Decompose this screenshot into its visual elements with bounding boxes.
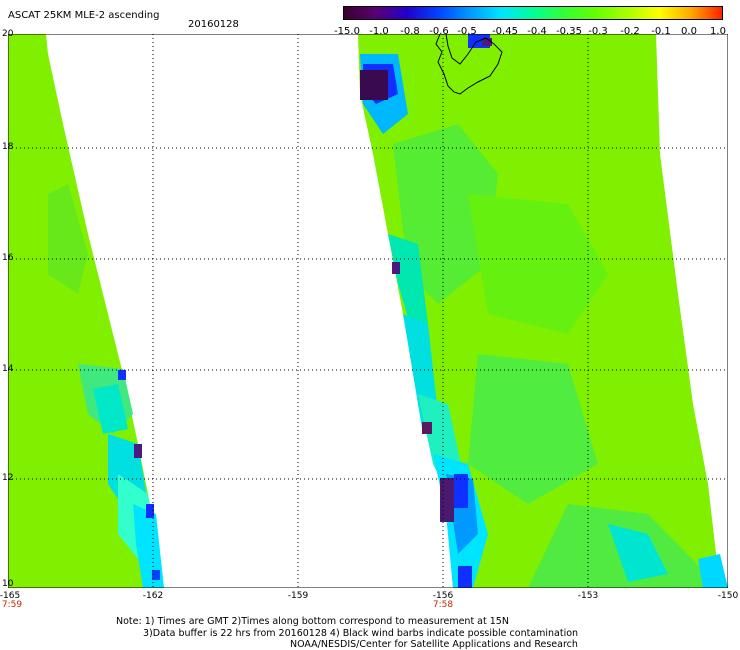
footer-note-2: 3)Data buffer is 22 hrs from 20160128 4)…	[143, 628, 579, 639]
wind-map	[8, 34, 728, 588]
colorbar-label: -15.0	[334, 26, 360, 37]
colorbar-label: -0.6	[429, 26, 449, 37]
lat-label: 18	[2, 142, 14, 152]
footer-credit: NOAA/NESDIS/Center for Satellite Applica…	[290, 639, 578, 650]
left-swath	[8, 34, 164, 588]
lon-label: -156	[432, 591, 454, 601]
lon-label: -150	[717, 591, 739, 601]
colorbar-label: 0.0	[681, 26, 697, 37]
colorbar	[343, 6, 723, 20]
time-label: 7:59	[1, 600, 23, 610]
coastline	[435, 34, 503, 95]
lon-label: -162	[142, 591, 164, 601]
map-date: 20160128	[188, 19, 239, 30]
lat-label: 12	[2, 473, 14, 483]
colorbar-label: -0.1	[651, 26, 671, 37]
time-label: 7:58	[432, 600, 454, 610]
colorbar-label: -0.4	[527, 26, 547, 37]
colorbar-label: 1.0	[710, 26, 726, 37]
graticule	[8, 34, 728, 588]
lat-label: 20	[2, 29, 14, 39]
lon-label: -153	[577, 591, 599, 601]
colorbar-label: -0.45	[492, 26, 518, 37]
colorbar-label: -0.5	[457, 26, 477, 37]
colorbar-label: -0.8	[400, 26, 420, 37]
colorbar-label: -0.2	[620, 26, 640, 37]
colorbar-label: -0.3	[588, 26, 608, 37]
lat-label: 14	[2, 364, 14, 374]
colorbar-label: -1.0	[369, 26, 389, 37]
map-title: ASCAT 25KM MLE-2 ascending	[8, 10, 160, 21]
lat-label: 10	[2, 579, 14, 589]
colorbar-label: -0.35	[556, 26, 582, 37]
lon-label: -165	[0, 591, 21, 601]
footer-note-1: Note: 1) Times are GMT 2)Times along bot…	[116, 616, 509, 627]
right-swath	[358, 34, 728, 588]
lon-label: -159	[287, 591, 309, 601]
lat-label: 16	[2, 253, 14, 263]
